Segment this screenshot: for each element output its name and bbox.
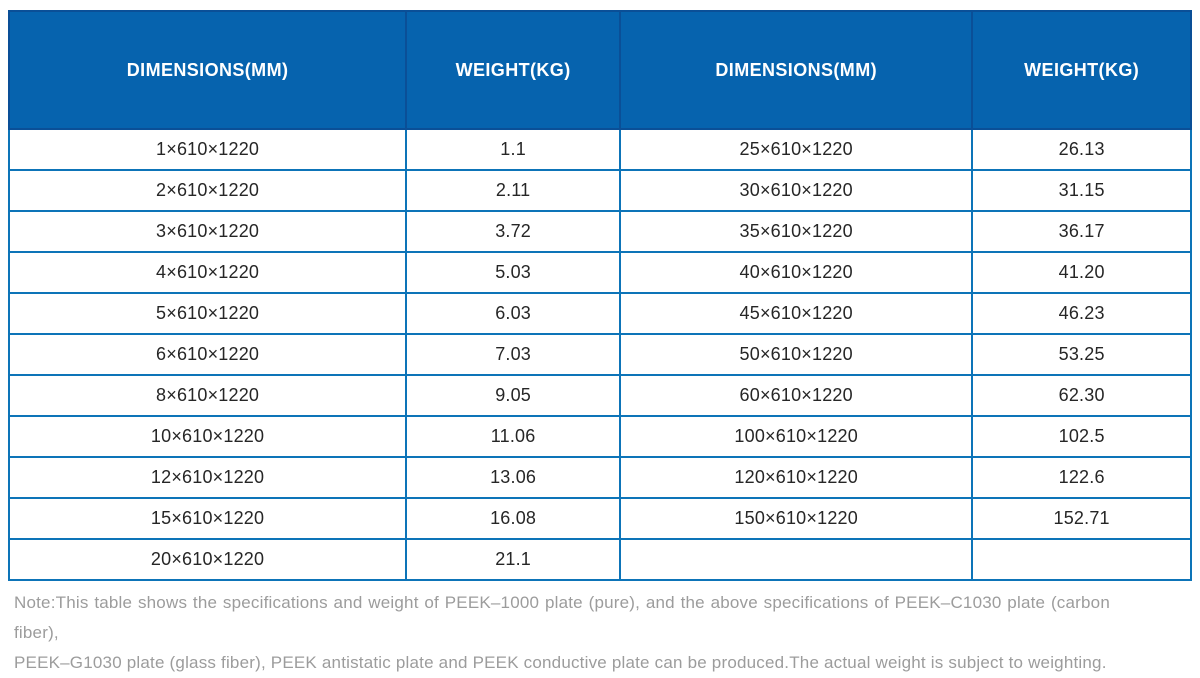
dimensions-cell: 25×610×1220 bbox=[619, 128, 974, 171]
table-row: 8×610×1220 9.05 60×610×1220 62.30 bbox=[7, 374, 1192, 417]
table-row: 12×610×1220 13.06 120×610×1220 122.6 bbox=[7, 456, 1192, 499]
weight-cell: 13.06 bbox=[405, 456, 622, 499]
dimensions-cell: 6×610×1220 bbox=[7, 333, 408, 376]
dimensions-cell: 100×610×1220 bbox=[619, 415, 974, 458]
dimensions-cell: 60×610×1220 bbox=[619, 374, 974, 417]
weight-cell bbox=[971, 538, 1192, 581]
spec-table-container: DIMENSIONS(MM) WEIGHT(KG) DIMENSIONS(MM)… bbox=[7, 10, 1192, 581]
dimensions-cell: 15×610×1220 bbox=[7, 497, 408, 540]
dimensions-cell: 50×610×1220 bbox=[619, 333, 974, 376]
dimensions-cell bbox=[619, 538, 974, 581]
weight-cell: 62.30 bbox=[971, 374, 1192, 417]
footnote: Note:This table shows the specifications… bbox=[14, 588, 1110, 678]
spec-table-header: DIMENSIONS(MM) WEIGHT(KG) DIMENSIONS(MM)… bbox=[7, 10, 1192, 130]
dimensions-cell: 5×610×1220 bbox=[7, 292, 408, 335]
weight-cell: 152.71 bbox=[971, 497, 1192, 540]
page: DIMENSIONS(MM) WEIGHT(KG) DIMENSIONS(MM)… bbox=[7, 10, 1192, 672]
dimensions-cell: 3×610×1220 bbox=[7, 210, 408, 253]
table-row: 4×610×1220 5.03 40×610×1220 41.20 bbox=[7, 251, 1192, 294]
header-row: DIMENSIONS(MM) WEIGHT(KG) DIMENSIONS(MM)… bbox=[7, 10, 1192, 130]
header-dimensions-right: DIMENSIONS(MM) bbox=[619, 10, 974, 130]
weight-cell: 9.05 bbox=[405, 374, 622, 417]
dimensions-cell: 1×610×1220 bbox=[7, 128, 408, 171]
weight-cell: 6.03 bbox=[405, 292, 622, 335]
weight-cell: 7.03 bbox=[405, 333, 622, 376]
dimensions-cell: 2×610×1220 bbox=[7, 169, 408, 212]
weight-cell: 26.13 bbox=[971, 128, 1192, 171]
table-row: 2×610×1220 2.11 30×610×1220 31.15 bbox=[7, 169, 1192, 212]
dimensions-cell: 40×610×1220 bbox=[619, 251, 974, 294]
dimensions-cell: 150×610×1220 bbox=[619, 497, 974, 540]
weight-cell: 122.6 bbox=[971, 456, 1192, 499]
dimensions-cell: 8×610×1220 bbox=[7, 374, 408, 417]
weight-cell: 102.5 bbox=[971, 415, 1192, 458]
weight-cell: 1.1 bbox=[405, 128, 622, 171]
dimensions-cell: 4×610×1220 bbox=[7, 251, 408, 294]
dimensions-cell: 45×610×1220 bbox=[619, 292, 974, 335]
table-row: 20×610×1220 21.1 bbox=[7, 538, 1192, 581]
weight-cell: 36.17 bbox=[971, 210, 1192, 253]
table-row: 3×610×1220 3.72 35×610×1220 36.17 bbox=[7, 210, 1192, 253]
dimensions-cell: 12×610×1220 bbox=[7, 456, 408, 499]
weight-cell: 11.06 bbox=[405, 415, 622, 458]
weight-cell: 2.11 bbox=[405, 169, 622, 212]
weight-cell: 3.72 bbox=[405, 210, 622, 253]
table-row: 6×610×1220 7.03 50×610×1220 53.25 bbox=[7, 333, 1192, 376]
weight-cell: 16.08 bbox=[405, 497, 622, 540]
weight-cell: 41.20 bbox=[971, 251, 1192, 294]
dimensions-cell: 10×610×1220 bbox=[7, 415, 408, 458]
table-row: 10×610×1220 11.06 100×610×1220 102.5 bbox=[7, 415, 1192, 458]
header-weight-right: WEIGHT(KG) bbox=[971, 10, 1192, 130]
dimensions-cell: 35×610×1220 bbox=[619, 210, 974, 253]
table-row: 1×610×1220 1.1 25×610×1220 26.13 bbox=[7, 128, 1192, 171]
spec-table: DIMENSIONS(MM) WEIGHT(KG) DIMENSIONS(MM)… bbox=[7, 10, 1192, 581]
table-body: 1×610×1220 1.1 25×610×1220 26.13 2×610×1220 2… bbox=[7, 128, 1192, 581]
header-weight-left: WEIGHT(KG) bbox=[405, 10, 622, 130]
weight-cell: 31.15 bbox=[971, 169, 1192, 212]
dimensions-cell: 120×610×1220 bbox=[619, 456, 974, 499]
dimensions-cell: 30×610×1220 bbox=[619, 169, 974, 212]
weight-cell: 46.23 bbox=[971, 292, 1192, 335]
footnote-line-1: Note:This table shows the specifications… bbox=[14, 593, 1110, 642]
table-row: 15×610×1220 16.08 150×610×1220 152.71 bbox=[7, 497, 1192, 540]
weight-cell: 53.25 bbox=[971, 333, 1192, 376]
header-dimensions-left: DIMENSIONS(MM) bbox=[7, 10, 408, 130]
weight-cell: 21.1 bbox=[405, 538, 622, 581]
dimensions-cell: 20×610×1220 bbox=[7, 538, 408, 581]
footnote-line-2: PEEK–G1030 plate (glass fiber), PEEK ant… bbox=[14, 653, 1107, 672]
table-row: 5×610×1220 6.03 45×610×1220 46.23 bbox=[7, 292, 1192, 335]
weight-cell: 5.03 bbox=[405, 251, 622, 294]
